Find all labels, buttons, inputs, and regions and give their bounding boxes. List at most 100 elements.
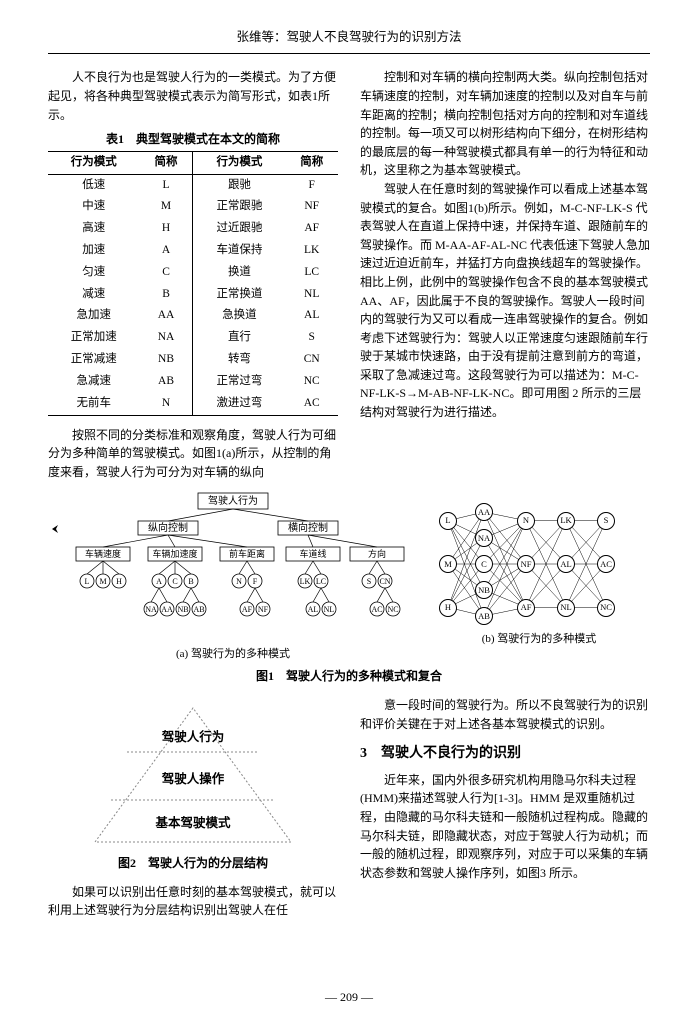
table-cell: 中速 xyxy=(48,196,140,218)
fig1b-subcaption: (b) 驾驶行为的多种模式 xyxy=(428,631,650,648)
table-cell: M xyxy=(140,196,193,218)
table-row: 匀速C换道LC xyxy=(48,262,338,284)
table-cell: S xyxy=(285,327,338,349)
svg-text:N: N xyxy=(236,577,242,586)
table-cell: 过近跟驰 xyxy=(193,218,285,240)
table-cell: 正常加速 xyxy=(48,327,140,349)
th-0: 行为模式 xyxy=(48,151,140,174)
table-cell: 减速 xyxy=(48,284,140,306)
svg-text:M: M xyxy=(99,577,106,586)
table-cell: 高速 xyxy=(48,218,140,240)
right-column: 控制和对车辆的横向控制两大类。纵向控制包括对车辆速度的控制，对车辆加速度的控制以… xyxy=(360,68,650,481)
table-row: 急加速AA急换道AL xyxy=(48,305,338,327)
right-p1: 控制和对车辆的横向控制两大类。纵向控制包括对车辆速度的控制，对车辆加速度的控制以… xyxy=(360,68,650,180)
table-cell: LK xyxy=(285,240,338,262)
figure-1: 驾驶人行为纵向控制横向控制车辆速度车辆加速度前车距离车道线方向LMHACBNFL… xyxy=(48,489,650,686)
svg-text:方向: 方向 xyxy=(368,548,386,559)
svg-text:车辆加速度: 车辆加速度 xyxy=(152,548,197,559)
svg-text:NB: NB xyxy=(177,605,188,614)
table-row: 正常加速NA直行S xyxy=(48,327,338,349)
table-cell: A xyxy=(140,240,193,262)
svg-text:CN: CN xyxy=(379,577,390,586)
table-cell: AL xyxy=(285,305,338,327)
right-p2: 驾驶人在任意时刻的驾驶操作可以看成上述基本驾驶模式的复合。如图1(b)所示。例如… xyxy=(360,180,650,422)
svg-text:车辆速度: 车辆速度 xyxy=(85,548,121,559)
figure-1a: 驾驶人行为纵向控制横向控制车辆速度车辆加速度前车距离车道线方向LMHACBNFL… xyxy=(48,489,418,663)
svg-text:S: S xyxy=(367,577,371,586)
fig1-caption: 图1 驾驶人行为的多种模式和复合 xyxy=(48,667,650,686)
table-cell: 车道保持 xyxy=(193,240,285,262)
svg-text:C: C xyxy=(172,577,177,586)
table-row: 低速L跟驰F xyxy=(48,174,338,196)
network-node: S xyxy=(597,512,615,530)
table-cell: 直行 xyxy=(193,327,285,349)
svg-text:LC: LC xyxy=(316,577,326,586)
svg-text:NC: NC xyxy=(387,605,398,614)
table-cell: NA xyxy=(140,327,193,349)
svg-text:AA: AA xyxy=(161,605,173,614)
table-row: 急减速AB正常过弯NC xyxy=(48,371,338,393)
svg-text:H: H xyxy=(116,577,122,586)
svg-text:LK: LK xyxy=(300,577,311,586)
svg-text:NF: NF xyxy=(258,605,269,614)
table-row: 高速H过近跟驰AF xyxy=(48,218,338,240)
lower-right-p1: 意一段时间的驾驶行为。所以不良驾驶行为的识别和评价关键在于对上述各基本驾驶模式的… xyxy=(360,696,650,733)
th-3: 简称 xyxy=(285,151,338,174)
svg-text:A: A xyxy=(156,577,162,586)
table-cell: C xyxy=(140,262,193,284)
table-cell: N xyxy=(140,393,193,415)
left-p1: 人不良行为也是驾驶人行为的一类模式。为了方便起见，将各种典型驾驶模式表示为简写形… xyxy=(48,68,338,124)
table-cell: NF xyxy=(285,196,338,218)
lower-left: 驾驶人行为 驾驶人操作 基本驾驶模式 图2 驾驶人行为的分层结构 如果可以识别出… xyxy=(48,696,338,920)
table1: 行为模式 简称 行为模式 简称 低速L跟驰F中速M正常跟驰NF高速H过近跟驰AF… xyxy=(48,151,338,416)
table-row: 正常减速NB转弯CN xyxy=(48,349,338,371)
svg-text:B: B xyxy=(188,577,193,586)
table-cell: 换道 xyxy=(193,262,285,284)
tree-svg: 驾驶人行为纵向控制横向控制车辆速度车辆加速度前车距离车道线方向LMHACBNFL… xyxy=(48,489,418,644)
table-row: 加速A车道保持LK xyxy=(48,240,338,262)
table-cell: AA xyxy=(140,305,193,327)
table-cell: 激进过弯 xyxy=(193,393,285,415)
table-row: 中速M正常跟驰NF xyxy=(48,196,338,218)
svg-text:AB: AB xyxy=(193,605,204,614)
network-node: L xyxy=(439,512,457,530)
table-cell: 低速 xyxy=(48,174,140,196)
network-node: H xyxy=(439,599,457,617)
svg-text:横向控制: 横向控制 xyxy=(288,521,328,534)
network-node: NL xyxy=(557,599,575,617)
svg-text:F: F xyxy=(253,577,258,586)
network-graph: LMHAANACNBABNNFAFLKALNLSACNC xyxy=(434,489,644,629)
svg-text:纵向控制: 纵向控制 xyxy=(148,521,188,534)
network-node: LK xyxy=(557,512,575,530)
table-cell: 转弯 xyxy=(193,349,285,371)
table-cell: 正常过弯 xyxy=(193,371,285,393)
table-cell: LC xyxy=(285,262,338,284)
pyramid-l2: 驾驶人操作 xyxy=(83,770,303,789)
svg-text:AL: AL xyxy=(308,605,319,614)
network-node: AF xyxy=(517,599,535,617)
table-cell: F xyxy=(285,174,338,196)
svg-text:车道线: 车道线 xyxy=(299,548,326,559)
lower-right: 意一段时间的驾驶行为。所以不良驾驶行为的识别和评价关键在于对上述各基本驾驶模式的… xyxy=(360,696,650,920)
table-cell: B xyxy=(140,284,193,306)
table-cell: 急换道 xyxy=(193,305,285,327)
table-cell: NB xyxy=(140,349,193,371)
lower-left-p1: 如果可以识别出任意时刻的基本驾驶模式，就可以利用上述驾驶行为分层结构识别出驾驶人… xyxy=(48,883,338,920)
table-cell: 加速 xyxy=(48,240,140,262)
svg-text:驾驶人行为: 驾驶人行为 xyxy=(208,494,258,507)
table-row: 减速B正常换道NL xyxy=(48,284,338,306)
svg-text:NL: NL xyxy=(324,605,335,614)
table-cell: AC xyxy=(285,393,338,415)
table-cell: 匀速 xyxy=(48,262,140,284)
figure-1b: LMHAANACNBABNNFAFLKALNLSACNC (b) 驾驶行为的多种… xyxy=(428,489,650,648)
network-node: N xyxy=(517,512,535,530)
figure-2-pyramid: 驾驶人行为 驾驶人操作 基本驾驶模式 xyxy=(83,700,303,850)
table-cell: 跟驰 xyxy=(193,174,285,196)
left-p2: 按照不同的分类标准和观察角度，驾驶人行为可细分为多种简单的驾驶模式。如图1(a)… xyxy=(48,426,338,482)
lower-right-p2: 近年来，国内外很多研究机构用隐马尔科夫过程(HMM)来描述驾驶人行为[1-3]。… xyxy=(360,771,650,883)
left-column: 人不良行为也是驾驶人行为的一类模式。为了方便起见，将各种典型驾驶模式表示为简写形… xyxy=(48,68,338,481)
page-header: 张维等：驾驶人不良驾驶行为的识别方法 xyxy=(48,28,650,54)
table-cell: NC xyxy=(285,371,338,393)
table-cell: NL xyxy=(285,284,338,306)
table-cell: 急减速 xyxy=(48,371,140,393)
